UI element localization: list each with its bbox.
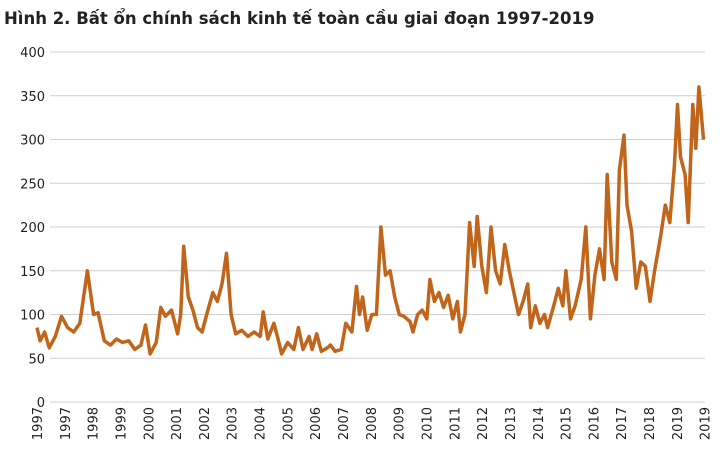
x-tick-label: 2012 bbox=[476, 407, 491, 440]
x-tick-label: 1997 bbox=[31, 407, 46, 440]
y-tick-label: 300 bbox=[20, 134, 45, 149]
x-tick-label: 2010 bbox=[420, 407, 435, 440]
x-tick-label: 2006 bbox=[309, 407, 324, 440]
x-tick-label: 2001 bbox=[170, 407, 185, 440]
x-tick-label: 1997 bbox=[59, 407, 74, 440]
y-tick-label: 100 bbox=[20, 309, 45, 324]
y-tick-label: 50 bbox=[28, 352, 45, 367]
x-tick-label: 2013 bbox=[504, 407, 519, 440]
x-tick-label: 2019 bbox=[671, 407, 686, 440]
x-tick-label: 2003 bbox=[226, 407, 241, 440]
chart-title: Hình 2. Bất ổn chính sách kinh tế toàn c… bbox=[4, 9, 594, 28]
x-tick-label: 1999 bbox=[114, 407, 129, 440]
y-tick-label: 0 bbox=[37, 396, 45, 411]
y-tick-label: 350 bbox=[20, 90, 45, 105]
x-tick-label: 2019 bbox=[699, 407, 714, 440]
x-tick-label: 1998 bbox=[87, 407, 102, 440]
x-tick-label: 2007 bbox=[337, 407, 352, 440]
x-tick-label: 2015 bbox=[560, 407, 575, 440]
y-tick-label: 250 bbox=[20, 177, 45, 192]
x-tick-label: 2017 bbox=[615, 407, 630, 440]
x-tick-label: 2009 bbox=[393, 407, 408, 440]
x-tick-label: 2014 bbox=[532, 407, 547, 440]
x-tick-label: 2005 bbox=[281, 407, 296, 440]
x-tick-label: 2018 bbox=[643, 407, 658, 440]
x-tick-label: 2016 bbox=[587, 407, 602, 440]
y-tick-label: 150 bbox=[20, 265, 45, 280]
x-tick-label: 2000 bbox=[142, 407, 157, 440]
x-tick-label: 2008 bbox=[365, 407, 380, 440]
data-line bbox=[35, 85, 706, 356]
x-tick-label: 2004 bbox=[254, 407, 269, 440]
y-tick-label: 200 bbox=[20, 221, 45, 236]
x-tick-label: 2011 bbox=[448, 407, 463, 440]
y-tick-label: 400 bbox=[20, 46, 45, 61]
x-tick-label: 2002 bbox=[198, 407, 213, 440]
